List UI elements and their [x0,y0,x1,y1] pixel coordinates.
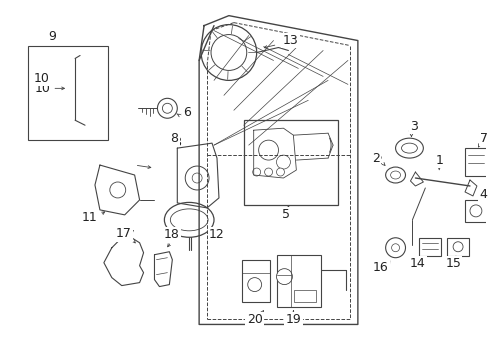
Text: 20: 20 [246,313,262,326]
Text: 4: 4 [478,188,486,202]
Ellipse shape [390,171,400,179]
Circle shape [276,155,290,169]
Text: 14: 14 [408,257,425,270]
Text: 15: 15 [443,255,459,268]
Circle shape [185,166,208,190]
Text: 9: 9 [48,30,56,43]
Text: 1: 1 [434,154,442,167]
Text: 15: 15 [444,257,460,270]
Circle shape [264,168,272,176]
Text: 2: 2 [373,154,381,167]
Circle shape [258,140,278,160]
Ellipse shape [170,209,207,231]
Text: 4: 4 [477,190,485,203]
Bar [276,255,321,306]
Text: 12: 12 [211,228,226,241]
Circle shape [157,98,177,118]
Text: 8: 8 [173,136,181,149]
Bar [446,238,468,256]
Circle shape [192,173,202,183]
Text: 16: 16 [374,261,390,274]
Text: 19: 19 [282,311,298,324]
Text: 5: 5 [282,208,290,221]
Bar [28,45,108,140]
Text: 11: 11 [84,211,100,224]
Circle shape [276,269,292,285]
Text: 5: 5 [284,208,292,221]
Bar [244,120,337,205]
Bar [464,148,486,176]
Text: 13: 13 [280,36,296,49]
Text: 3: 3 [407,122,414,135]
Text: 6: 6 [180,109,188,122]
Text: 17: 17 [116,227,131,240]
Ellipse shape [401,143,417,153]
Text: 17: 17 [120,229,135,242]
Bar [241,260,269,302]
Text: 8: 8 [170,132,178,145]
Circle shape [391,244,399,252]
Circle shape [211,35,246,71]
Text: 9: 9 [48,32,56,45]
Bar [294,289,316,302]
Text: 18: 18 [161,231,177,244]
Text: 20: 20 [248,311,264,324]
Circle shape [162,103,172,113]
Ellipse shape [385,167,405,183]
Text: 1: 1 [434,156,442,168]
Circle shape [247,278,261,292]
Text: 7: 7 [479,132,487,145]
Bar [419,238,440,256]
Text: 3: 3 [409,120,418,133]
Text: 2: 2 [371,152,379,165]
Text: 9: 9 [48,32,56,45]
Text: 18: 18 [163,228,179,241]
Text: 13: 13 [282,34,298,47]
Ellipse shape [164,202,214,237]
Circle shape [385,238,405,258]
Text: 16: 16 [372,261,388,274]
Text: 11: 11 [82,211,98,224]
Bar [464,200,486,222]
Circle shape [110,182,125,198]
Circle shape [469,205,481,217]
Circle shape [201,24,256,80]
Text: 6: 6 [183,106,191,119]
Circle shape [452,242,462,252]
Text: 14: 14 [411,255,427,268]
Circle shape [301,133,325,157]
Text: 7: 7 [477,134,485,147]
Text: 12: 12 [209,228,224,241]
Text: 10: 10 [34,82,50,95]
Text: 10: 10 [33,72,49,85]
Circle shape [276,168,284,176]
Circle shape [252,168,260,176]
Text: 19: 19 [285,313,301,326]
Ellipse shape [395,138,423,158]
